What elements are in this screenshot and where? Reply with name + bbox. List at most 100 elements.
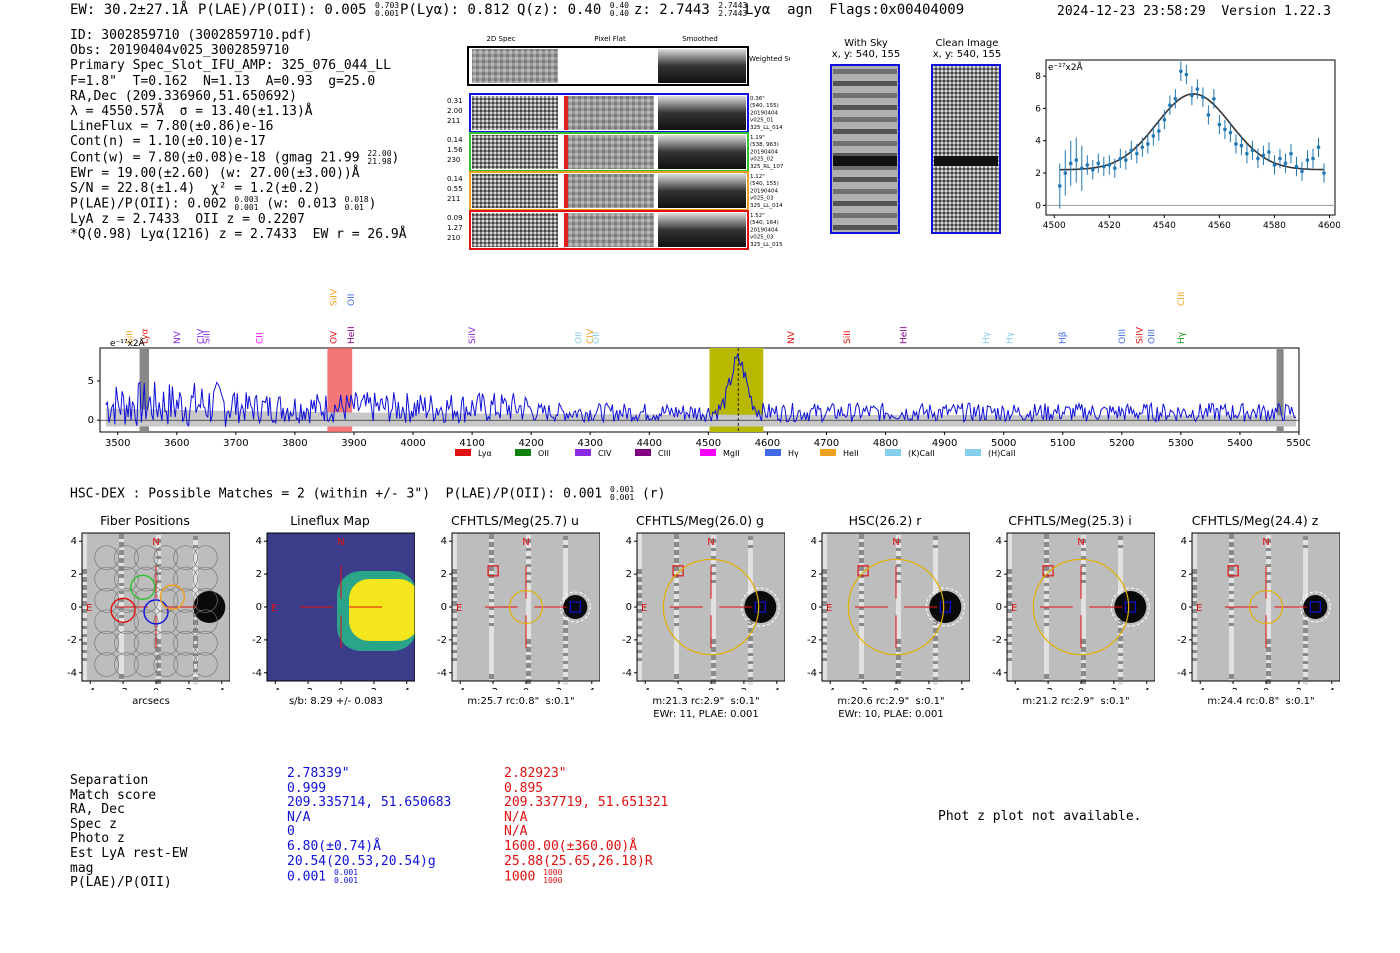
noise-pixel — [119, 590, 124, 595]
noise-pixel — [822, 637, 827, 642]
weighted-smoothed — [658, 49, 746, 83]
noise-pixel — [711, 575, 716, 580]
noise-pixel — [82, 669, 87, 674]
panel-y-tick-label: 4 — [71, 536, 77, 547]
noise-pixel — [1192, 597, 1197, 602]
panel-caption: arcsecs — [132, 696, 170, 707]
noise-pixel — [156, 547, 161, 552]
noise-pixel — [933, 664, 938, 669]
noise-pixel — [933, 672, 938, 677]
noise-pixel — [1266, 563, 1271, 568]
legend-label: OII — [538, 449, 549, 458]
noise-pixel — [1192, 673, 1197, 678]
noise-pixel — [1118, 556, 1123, 561]
noise-pixel — [1192, 605, 1197, 610]
spectrum-x-tick-label: 3500 — [105, 438, 130, 449]
noise-pixel — [1303, 676, 1308, 681]
noise-pixel — [563, 648, 568, 653]
zoom-data-point — [1102, 164, 1106, 169]
noise-pixel — [452, 625, 457, 630]
noise-pixel — [1118, 628, 1123, 633]
noise-pixel — [1081, 555, 1086, 560]
panel-caption: m:21.3 rc:2.9" s:0.1" — [652, 696, 760, 707]
noise-pixel — [1229, 618, 1234, 623]
noise-pixel — [1007, 653, 1012, 658]
east-label: E — [826, 603, 832, 614]
panel-x-tick-label: 2 — [556, 687, 562, 690]
noise-pixel — [1303, 668, 1308, 673]
noise-pixel — [1266, 615, 1271, 620]
noise-pixel — [711, 587, 716, 592]
bright-source — [1303, 595, 1328, 619]
noise-pixel — [119, 610, 124, 615]
fiber-circle — [94, 545, 120, 571]
noise-pixel — [1118, 584, 1123, 589]
east-label: E — [271, 603, 277, 614]
cutout-right-meta: 1.52" — [750, 213, 765, 219]
noise-pixel — [1266, 655, 1271, 660]
bright-source — [563, 595, 588, 619]
noise-pixel — [859, 594, 864, 599]
noise-pixel — [1303, 636, 1308, 641]
noise-pixel — [1192, 581, 1197, 586]
fiber-circle — [153, 566, 179, 592]
noise-pixel — [526, 671, 531, 676]
noise-pixel — [193, 596, 198, 601]
noise-pixel — [1081, 647, 1086, 652]
noise-pixel — [1303, 544, 1308, 549]
noise-pixel — [933, 560, 938, 565]
zoom-data-point — [1124, 158, 1128, 162]
panel-x-tick-label: 0 — [523, 687, 529, 690]
noise-pixel — [452, 621, 457, 626]
noise-pixel — [1081, 671, 1086, 676]
spectral-line-label: OIII — [1118, 329, 1128, 344]
noise-pixel — [637, 637, 642, 642]
noise-pixel — [1007, 549, 1012, 554]
noise-pixel — [452, 561, 457, 566]
fiber-circle — [114, 609, 139, 635]
noise-pixel — [1303, 624, 1308, 629]
spectral-line-label: CIV — [586, 328, 596, 344]
noise-pixel — [748, 572, 753, 577]
noise-pixel — [748, 556, 753, 561]
noise-pixel — [748, 576, 753, 581]
noise-pixel — [489, 574, 494, 579]
noise-pixel — [1044, 606, 1049, 611]
spectral-line-label: OV — [329, 330, 339, 344]
noise-pixel — [859, 546, 864, 551]
noise-pixel — [489, 598, 494, 603]
noise-pixel — [526, 571, 531, 576]
noise-pixel — [156, 655, 161, 660]
noise-pixel — [711, 607, 716, 612]
match-1-value: 209.335714, 51.650683 — [287, 795, 452, 811]
noise-pixel — [859, 618, 864, 623]
noise-pixel — [637, 593, 642, 598]
aperture-circle — [1248, 589, 1284, 625]
noise-pixel — [933, 576, 938, 581]
noise-pixel — [452, 585, 457, 590]
noise-pixel — [859, 614, 864, 619]
noise-pixel — [896, 583, 901, 588]
noise-pixel — [637, 557, 642, 562]
noise-pixel — [748, 680, 753, 685]
noise-pixel — [1229, 594, 1234, 599]
noise-pixel — [119, 638, 124, 643]
legend-swatch — [635, 449, 651, 456]
noise-pixel — [119, 654, 124, 659]
noise-pixel — [822, 585, 827, 590]
zoom-data-point — [1184, 72, 1189, 77]
noise-pixel — [563, 656, 568, 661]
noise-pixel — [1192, 585, 1197, 590]
catalog-blue-box — [754, 601, 766, 613]
noise-pixel — [859, 634, 864, 639]
noise-pixel — [896, 671, 901, 676]
noise-pixel — [896, 559, 901, 564]
noise-pixel — [1266, 639, 1271, 644]
noise-pixel — [156, 619, 161, 624]
noise-pixel — [637, 597, 642, 602]
noise-pixel — [748, 588, 753, 593]
noise-pixel — [1303, 652, 1308, 657]
north-label: N — [522, 537, 529, 548]
header-bar: EW: 30.2±27.1Å — [70, 2, 188, 18]
fiber-circle — [153, 545, 179, 571]
